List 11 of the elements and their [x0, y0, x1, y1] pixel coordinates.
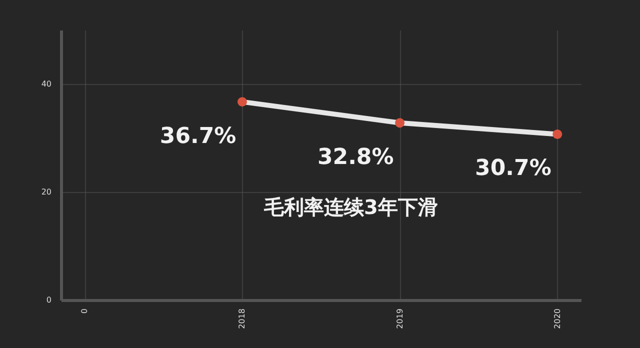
y-tick-label: 0	[46, 296, 52, 304]
y-tick-label: 20	[41, 188, 52, 196]
data-label: 32.8%	[317, 144, 394, 170]
annotation: 毛利率连续3年下滑	[263, 195, 438, 220]
x-tick-label: 2018	[238, 308, 247, 329]
x-tick-label: 0	[80, 308, 90, 314]
x-tick-label: 2019	[395, 308, 404, 329]
x-tick-label: 2020	[552, 308, 562, 329]
data-label: 36.7%	[160, 124, 236, 149]
y-tick-label: 40	[41, 80, 52, 88]
data-label: 30.7%	[475, 156, 552, 182]
